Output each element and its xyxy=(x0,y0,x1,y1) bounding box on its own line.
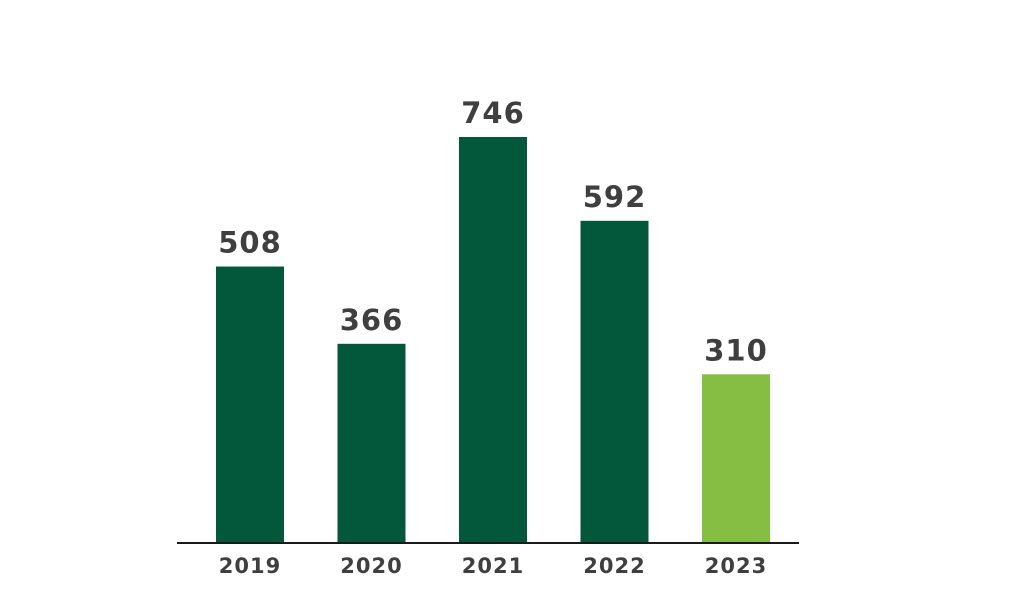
value-label-2022: 592 xyxy=(583,180,647,214)
x-tick-label-2020: 2020 xyxy=(340,554,402,578)
bar-2020 xyxy=(337,343,406,543)
bar-2023 xyxy=(702,374,770,543)
x-tick-label-2022: 2022 xyxy=(583,554,645,578)
bar-2021 xyxy=(459,137,527,543)
x-tick-label-2021: 2021 xyxy=(462,554,524,578)
bar-2022 xyxy=(580,220,649,544)
value-labels-group: 508 366 746 592 310 xyxy=(218,96,768,367)
x-tick-labels-group: 2019 2020 2021 2022 2023 xyxy=(219,554,767,578)
bar-2019 xyxy=(216,266,284,543)
x-tick-label-2023: 2023 xyxy=(705,554,767,578)
bars-group xyxy=(216,137,770,544)
value-label-2020: 366 xyxy=(340,303,404,337)
value-label-2023: 310 xyxy=(704,333,768,367)
x-tick-label-2019: 2019 xyxy=(219,554,281,578)
value-label-2021: 746 xyxy=(461,96,525,130)
value-label-2019: 508 xyxy=(218,226,282,260)
